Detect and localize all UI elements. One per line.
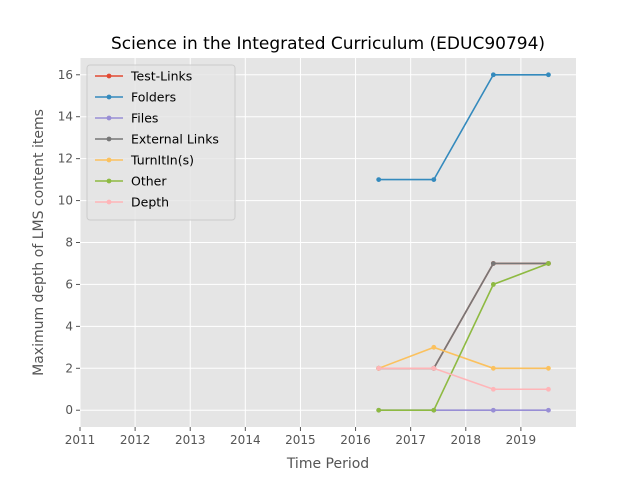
legend: Test-Links Folders Files External Links Turn… <box>86 64 236 221</box>
data-point <box>490 282 496 287</box>
grid <box>79 58 576 427</box>
legend-item: Test-Links <box>95 69 192 84</box>
y-tick-label: 10 <box>58 194 73 208</box>
series-line <box>378 346 549 370</box>
x-tick-label: 2019 <box>506 433 537 447</box>
legend-marker <box>106 199 112 205</box>
data-point <box>490 261 496 266</box>
x-tick-label: 2014 <box>230 433 261 447</box>
data-point <box>490 386 496 392</box>
legend-label: Other <box>131 174 167 189</box>
x-tick-label: 2012 <box>120 433 151 447</box>
x-tick-label: 2017 <box>395 433 426 447</box>
y-tick-label: 12 <box>58 152 73 166</box>
series-5 <box>376 261 551 413</box>
legend-marker <box>106 94 112 100</box>
y-axis-label: Maximum depth of LMS content items <box>31 109 47 376</box>
data-point <box>490 365 496 371</box>
data-point <box>431 407 437 413</box>
data-point <box>376 365 382 371</box>
data-point <box>431 365 437 371</box>
legend-marker <box>106 157 112 163</box>
legend-marker <box>106 115 112 121</box>
x-axis-label: Time Period <box>286 456 369 472</box>
legend-label: Depth <box>131 195 169 210</box>
y-tick-label: 14 <box>58 110 73 124</box>
legend-box <box>86 64 236 221</box>
legend-label: Folders <box>131 90 176 105</box>
data-point <box>546 261 551 266</box>
data-point <box>431 344 437 350</box>
series-6 <box>376 365 551 392</box>
data-point <box>376 407 382 413</box>
legend-item: Files <box>95 111 158 126</box>
legend-item: Other <box>95 174 167 189</box>
x-tick-label: 2016 <box>340 433 371 447</box>
data-point <box>546 386 551 392</box>
y-tick-label: 8 <box>65 236 73 250</box>
legend-marker <box>106 73 112 79</box>
y-tick-label: 0 <box>65 403 73 417</box>
y-tick-label: 2 <box>65 361 73 375</box>
legend-item: Folders <box>95 90 176 105</box>
legend-item: Depth <box>95 195 169 210</box>
y-tick-label: 6 <box>65 277 73 291</box>
x-tick-label: 2018 <box>451 433 482 447</box>
legend-marker <box>106 136 112 142</box>
x-tick-label: 2011 <box>65 433 96 447</box>
y-axis-ticks: 0 2 4 6 8 10 12 14 16 <box>58 68 80 417</box>
legend-item: TurnItIn(s) <box>95 153 194 168</box>
x-tick-label: 2013 <box>175 433 206 447</box>
series-line <box>378 262 549 412</box>
data-point <box>546 407 551 413</box>
data-point <box>376 177 382 183</box>
x-axis-ticks: 2011 2012 2013 2014 2015 2016 2017 2018 2019 <box>65 427 536 447</box>
x-tick-label: 2015 <box>285 433 316 447</box>
legend-item: External Links <box>95 132 219 147</box>
y-tick-label: 16 <box>58 68 73 82</box>
legend-label: Test-Links <box>130 69 192 84</box>
legend-label: TurnItIn(s) <box>130 153 194 168</box>
data-point <box>490 72 496 78</box>
series-layer <box>376 72 551 413</box>
series-line <box>378 73 549 181</box>
data-point <box>546 72 551 78</box>
series-1 <box>376 72 551 183</box>
legend-label: Files <box>131 111 158 126</box>
data-point <box>546 365 551 371</box>
data-point <box>490 407 496 413</box>
chart-title: Science in the Integrated Curriculum (ED… <box>111 34 545 54</box>
legend-marker <box>106 178 112 184</box>
legend-label: External Links <box>131 132 219 147</box>
series-line <box>378 367 549 391</box>
y-tick-label: 4 <box>65 319 73 333</box>
data-point <box>431 177 437 183</box>
